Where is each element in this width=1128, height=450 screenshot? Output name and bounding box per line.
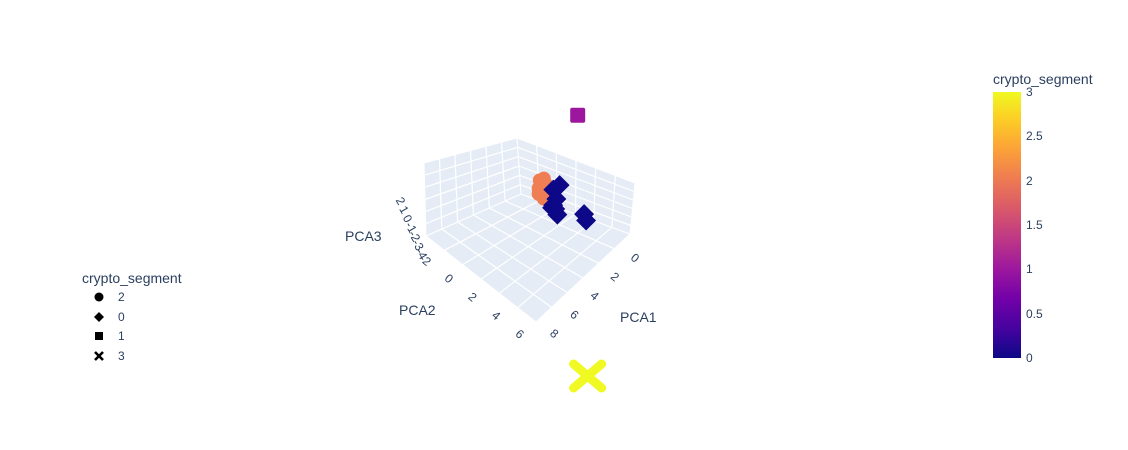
legend-item-label: 1 xyxy=(118,329,125,343)
x-tick-label: 2 xyxy=(608,269,622,284)
colorbar-tick-label: 2.5 xyxy=(1026,129,1043,144)
legend-item-3[interactable]: 3 xyxy=(94,349,125,363)
legend-item-2[interactable]: 2 xyxy=(94,290,125,304)
data-point-segment-1[interactable] xyxy=(570,107,586,123)
colorbar-tick-label: 2 xyxy=(1026,173,1033,188)
data-points[interactable] xyxy=(531,107,607,393)
colorbar-tick-label: 0 xyxy=(1026,351,1033,365)
diamond-icon xyxy=(94,311,104,322)
y-tick-label: 6 xyxy=(513,327,527,342)
square-icon xyxy=(94,331,104,341)
left-wall-gridline xyxy=(500,142,506,202)
circle-icon xyxy=(94,292,104,302)
y-tick-label: 0 xyxy=(442,271,456,286)
axis-titles: PCA1 PCA2 PCA3 xyxy=(345,228,657,325)
data-point-segment-0[interactable] xyxy=(576,210,597,231)
x-tick-label: 4 xyxy=(588,288,602,303)
y-tick-label: 2 xyxy=(465,290,479,305)
legend-item-label: 2 xyxy=(118,290,125,304)
data-point-segment-3[interactable] xyxy=(569,359,607,393)
back-wall-gridline xyxy=(611,175,616,228)
floor-gridline xyxy=(504,200,615,250)
z-axis-title: PCA3 xyxy=(345,228,382,244)
colorbar-tick-label: 1 xyxy=(1026,262,1033,277)
colorbar-tick-label: 0.5 xyxy=(1026,306,1043,321)
colorbar-tick-label: 1.5 xyxy=(1026,218,1043,232)
x-axis-title: PCA1 xyxy=(620,309,657,325)
legend-title: crypto_segment xyxy=(82,270,182,286)
back-wall-gridline xyxy=(574,160,577,215)
y-tick-label: 4 xyxy=(489,308,503,323)
x-tick-label: 6 xyxy=(567,307,581,322)
data-point-segment-0[interactable] xyxy=(542,197,563,218)
legend-item-label: 0 xyxy=(118,309,125,324)
x-tick-label: 0 xyxy=(628,250,642,265)
colorbar-tick-label: 3 xyxy=(1026,85,1033,99)
legend-item-0[interactable]: 0 xyxy=(94,310,125,324)
legend-item-1[interactable]: 1 xyxy=(94,329,125,343)
x-icon xyxy=(94,350,104,361)
x-tick-label: 8 xyxy=(547,326,561,341)
scene-grid xyxy=(423,137,636,323)
y-axis-title: PCA2 xyxy=(399,302,436,318)
legend-item-label: 3 xyxy=(118,348,125,363)
colorbar-gradient xyxy=(993,92,1021,358)
colorbar-title: crypto_segment xyxy=(993,71,1093,87)
